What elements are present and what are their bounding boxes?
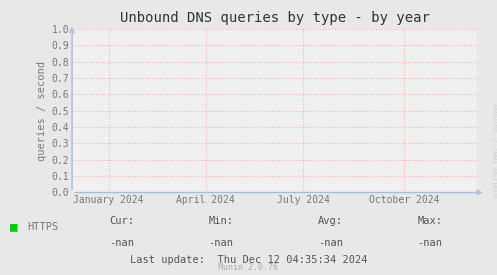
Text: Last update:  Thu Dec 12 04:35:34 2024: Last update: Thu Dec 12 04:35:34 2024 (130, 255, 367, 265)
Text: RRDTOOL / TOBI OETIKER: RRDTOOL / TOBI OETIKER (491, 104, 497, 198)
Text: Max:: Max: (417, 216, 442, 226)
Text: -nan: -nan (318, 238, 343, 248)
Text: Avg:: Avg: (318, 216, 343, 226)
Text: -nan: -nan (209, 238, 234, 248)
Text: -nan: -nan (109, 238, 134, 248)
Title: Unbound DNS queries by type - by year: Unbound DNS queries by type - by year (120, 11, 429, 25)
Text: -nan: -nan (417, 238, 442, 248)
Text: HTTPS: HTTPS (27, 222, 59, 232)
Y-axis label: queries / second: queries / second (37, 61, 48, 161)
Text: Cur:: Cur: (109, 216, 134, 226)
Text: Munin 2.0.76: Munin 2.0.76 (219, 263, 278, 272)
Text: Min:: Min: (209, 216, 234, 226)
Text: ■: ■ (10, 220, 17, 233)
